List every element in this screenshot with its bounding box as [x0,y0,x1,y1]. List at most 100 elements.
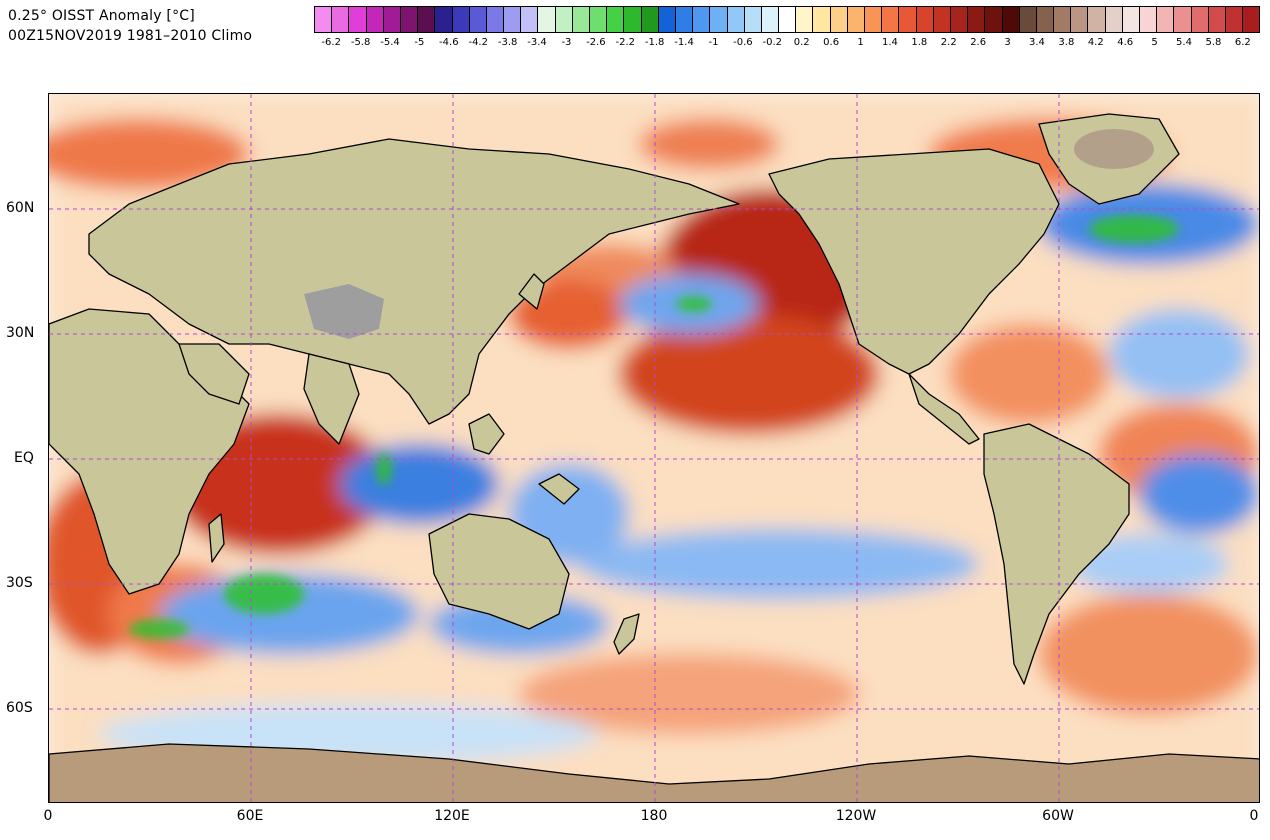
colorbar-swatch [538,7,556,32]
colorbar-tick-label: -4.6 [439,37,459,48]
colorbar-tick-label: 3 [1004,37,1011,48]
colorbar-swatch [933,7,951,32]
colorbar-tick-label: 3.8 [1058,37,1075,48]
colorbar-swatch [779,7,797,32]
colorbar-tick-label: 5.4 [1176,37,1192,48]
colorbar-tick-label: 5.8 [1205,37,1222,48]
colorbar-swatch [418,7,436,32]
colorbar-swatch [1208,7,1226,32]
colorbar-swatch [950,7,969,32]
colorbar-swatch [658,7,676,32]
colorbar-swatch [1071,7,1089,32]
colorbar-swatch [332,7,350,32]
colorbar-tick-label: 1.4 [881,37,898,48]
colorbar-tick-label: -3 [561,37,572,48]
colorbar-tick-label: -5.4 [380,37,400,48]
map-title: 0.25° OISST Anomaly [°C] [8,8,195,24]
lon-label-60w: 60W [1042,808,1074,824]
lon-label-180: 180 [640,808,668,824]
colorbar-swatch [469,7,487,32]
colorbar-swatch [1122,7,1140,32]
colorbar-swatch [1157,7,1175,32]
colorbar-tick-label: 4.6 [1117,37,1134,48]
colorbar-swatch [624,7,642,32]
colorbar-swatch [383,7,401,32]
lat-label-30s: 30S [6,575,33,591]
colorbar-swatch [847,7,865,32]
colorbar-swatch [761,7,780,32]
lon-label-120w: 120W [835,808,877,824]
colorbar-swatch [504,7,522,32]
colorbar-swatch [1191,7,1209,32]
colorbar-swatch [641,7,659,32]
lon-label-60e: 60E [236,808,264,824]
colorbar-swatch [1036,7,1055,32]
colorbar-tick-label: -4.2 [468,37,488,48]
colorbar-tick-label: 1 [857,37,864,48]
colorbar-swatch [521,7,539,32]
colorbar-tick-label: -1 [708,37,719,48]
tibet-ice-patch [304,284,384,339]
continents [49,113,1259,802]
colorbar-tick-label: -5 [414,37,425,48]
colorbar-swatch [315,7,333,32]
colorbar-swatch [1105,7,1123,32]
lon-label-0-right: 0 [1249,808,1259,824]
colorbar-tick-label: 2.2 [940,37,957,48]
sst-anomaly-map [48,93,1260,803]
colorbar-tick-label: -2.6 [586,37,606,48]
colorbar-swatch [899,7,917,32]
colorbar-swatch [1174,7,1192,32]
colorbar-swatch [744,7,762,32]
colorbar-swatch [590,7,608,32]
colorbar-swatch [813,7,831,32]
colorbar-swatch [452,7,470,32]
colorbar-swatch [435,7,453,32]
colorbar-tick-label: -3.8 [497,37,518,48]
colorbar-tick-label: 5 [1151,37,1158,48]
colorbar-swatch [727,7,745,32]
colorbar-swatch [366,7,384,32]
colorbar [314,6,1260,33]
colorbar-swatch [675,7,694,32]
colorbar-tick-label: -2.2 [615,37,636,48]
lon-label-0-left: 0 [43,808,53,824]
colorbar-tick-labels: -6.2 -5.8 -5.4 -5 -4.6 -4.2 -3.8 -3.4 -3 -2.6 -2.2… [314,37,1260,49]
colorbar-swatch [1243,7,1260,32]
colorbar-swatch [830,7,848,32]
colorbar-tick-label: 6.2 [1234,37,1251,48]
lat-label-eq: EQ [14,450,34,466]
colorbar-swatch [985,7,1003,32]
lat-label-60s: 60S [6,700,33,716]
colorbar-tick-label: -3.4 [527,37,547,48]
colorbar-tick-label: -1.4 [674,37,694,48]
colorbar-swatch [1088,7,1106,32]
colorbar-swatch [555,7,573,32]
colorbar-swatch [710,7,728,32]
colorbar-swatch [865,7,883,32]
colorbar-tick-label: -0.6 [733,37,753,48]
colorbar-swatch [916,7,934,32]
colorbar-tick-label: 3.4 [1029,37,1045,48]
colorbar-swatch [400,7,419,32]
colorbar-tick-label: 0.2 [793,37,810,48]
colorbar-tick-label: 0.6 [823,37,840,48]
graticule [49,94,1259,802]
colorbar-swatch [1002,7,1020,32]
colorbar-swatch [607,7,625,32]
colorbar-swatch [693,7,711,32]
colorbar-swatch [1140,7,1158,32]
colorbar-swatch [486,7,505,32]
colorbar-swatch [1054,7,1072,32]
colorbar-swatch [1019,7,1037,32]
colorbar-tick-label: 4.2 [1087,37,1104,48]
colorbar-swatch [882,7,900,32]
lon-label-120e: 120E [434,808,470,824]
colorbar-tick-label: -5.8 [350,37,371,48]
colorbar-swatch [968,7,986,32]
colorbar-swatch [1225,7,1244,32]
colorbar-tick-label: -6.2 [321,37,341,48]
lat-label-60n: 60N [6,200,35,216]
colorbar-swatch [796,7,814,32]
colorbar-tick-label: -0.2 [762,37,783,48]
